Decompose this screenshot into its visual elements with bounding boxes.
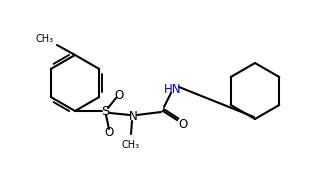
Text: HN: HN — [164, 83, 182, 95]
Text: CH₃: CH₃ — [122, 140, 140, 150]
Text: N: N — [128, 110, 137, 123]
Text: O: O — [114, 89, 124, 102]
Text: O: O — [104, 126, 114, 140]
Text: CH₃: CH₃ — [36, 34, 54, 44]
Text: O: O — [178, 118, 188, 132]
Text: S: S — [101, 105, 109, 118]
